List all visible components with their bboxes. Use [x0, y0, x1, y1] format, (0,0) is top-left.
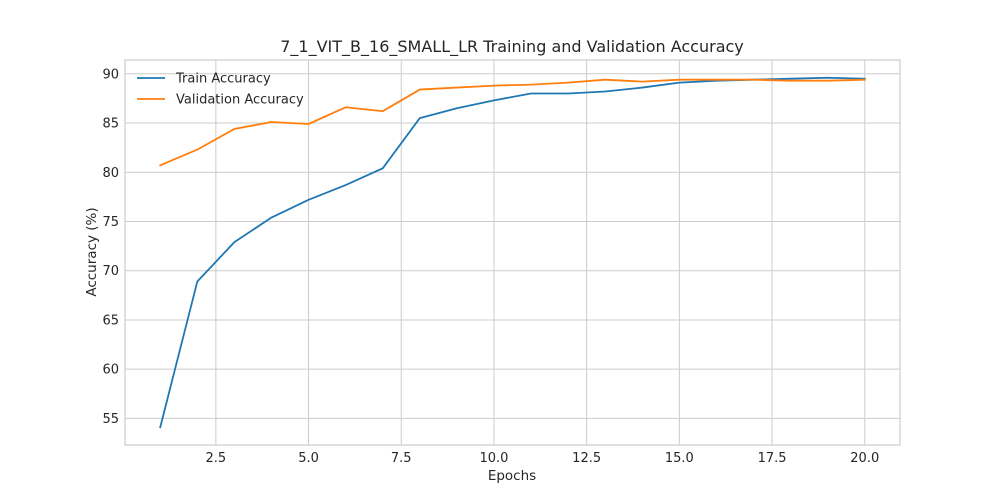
series-line-train [159, 76, 866, 429]
y-tick-label: 55 [102, 412, 119, 427]
legend: Train Accuracy Validation Accuracy [137, 72, 304, 108]
series-line-validation [159, 78, 866, 167]
y-tick-label: 85 [102, 117, 119, 132]
x-tick-label: 17.5 [758, 451, 787, 466]
y-tick-label: 70 [102, 264, 119, 279]
y-axis-title: Accuracy (%) [84, 207, 100, 296]
chart-title: 7_1_VIT_B_16_SMALL_LR Training and Valid… [280, 37, 744, 57]
x-tick-label: 7.5 [391, 451, 412, 466]
x-tick-label: 2.5 [206, 451, 227, 466]
y-tick-label: 65 [102, 313, 119, 328]
y-tick-label: 80 [102, 166, 119, 181]
x-axis-title: Epochs [488, 468, 536, 484]
x-tick-label: 10.0 [479, 451, 508, 466]
plot-frame [124, 59, 901, 446]
x-tick-label: 5.0 [298, 451, 319, 466]
series-lines [159, 76, 866, 429]
y-tick-label: 75 [102, 215, 119, 230]
x-tick-labels: 2.5 5.0 7.5 10.0 12.5 15.0 17.5 20.0 [206, 451, 880, 466]
y-tick-labels: 55 60 65 70 75 80 85 90 [102, 67, 119, 427]
x-tick-label: 12.5 [572, 451, 601, 466]
x-tick-label: 15.0 [665, 451, 694, 466]
legend-label: Validation Accuracy [176, 93, 304, 108]
y-tick-label: 90 [102, 67, 119, 82]
x-tick-label: 20.0 [850, 451, 879, 466]
grid-lines [125, 60, 900, 445]
legend-label: Train Accuracy [175, 72, 271, 87]
y-tick-label: 60 [102, 363, 119, 378]
